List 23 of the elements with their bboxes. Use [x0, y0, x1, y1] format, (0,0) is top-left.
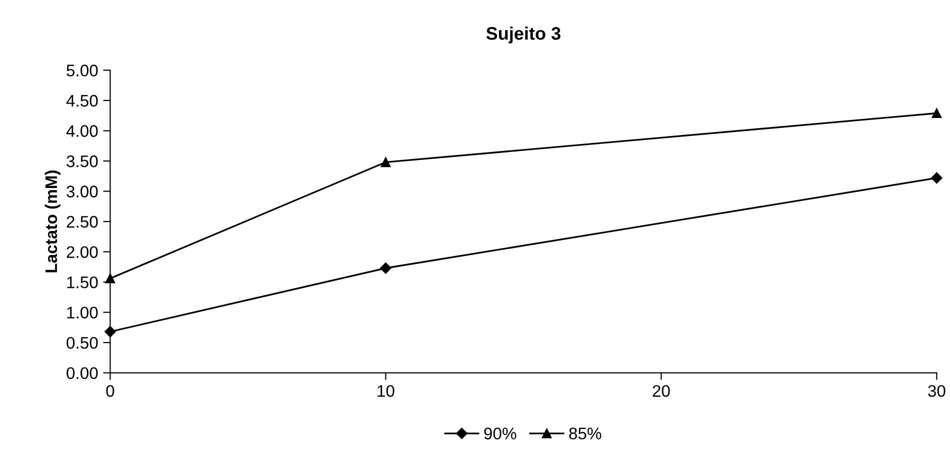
x-tick-label: 30	[928, 385, 946, 397]
y-tick-label: 2.00	[66, 246, 98, 258]
y-tick-label: 4.50	[66, 94, 98, 107]
x-tick-label: 20	[652, 385, 670, 397]
y-axis-title: Lactato (mM)	[44, 170, 60, 272]
point	[380, 262, 392, 274]
y-tick-label: 3.50	[66, 155, 98, 168]
y-tick-label: 0.50	[66, 336, 98, 349]
chart-title: Sujeito 3	[486, 26, 560, 44]
legend-label: 90%	[484, 428, 516, 440]
point	[931, 172, 942, 184]
y-tick-label: 3.00	[66, 186, 98, 198]
y-tick-label: 2.50	[66, 216, 98, 228]
point	[380, 157, 391, 168]
y-tick-label: 4.00	[66, 125, 98, 137]
y-tick-label: 1.50	[67, 276, 98, 288]
y-tick-label: 0.00	[66, 367, 98, 380]
legend-label: 85%	[569, 428, 602, 440]
y-tick-label: 1.00	[67, 306, 98, 319]
x-tick-label: 0	[106, 385, 114, 397]
y-tick-label: 5.00	[66, 64, 98, 76]
x-tick-label: 10	[378, 385, 394, 397]
point	[932, 108, 942, 118]
